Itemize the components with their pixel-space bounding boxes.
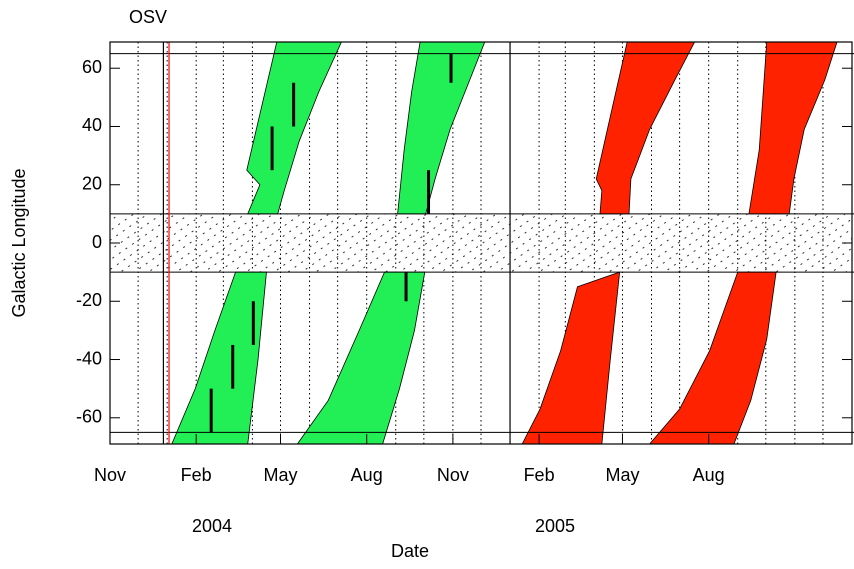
excluded-band-bg (110, 214, 852, 272)
x-tick-label: May (264, 465, 298, 485)
visibility-region (397, 41, 486, 215)
y-tick-label: 60 (82, 57, 102, 77)
visibility-region (748, 41, 838, 215)
year-label: 2005 (535, 516, 575, 536)
y-axis-label: Galactic Longitude (9, 168, 29, 317)
y-tick-label: 40 (82, 115, 102, 135)
x-tick-label: Feb (181, 465, 212, 485)
visibility-region (521, 271, 621, 445)
year-label: 2004 (192, 516, 232, 536)
x-tick-label: Nov (437, 465, 469, 485)
x-tick-label: Aug (351, 465, 383, 485)
y-tick-label: 20 (82, 173, 102, 193)
x-axis-label: Date (391, 541, 429, 561)
chart-title: OSV (129, 7, 167, 27)
visibility-region (648, 271, 777, 445)
x-tick-label: Nov (94, 465, 126, 485)
y-tick-label: 0 (92, 232, 102, 252)
x-tick-label: Aug (693, 465, 725, 485)
visibility-region (171, 271, 267, 445)
x-tick-label: Feb (524, 465, 555, 485)
visibility-region (246, 41, 343, 215)
y-tick-label: -60 (76, 407, 102, 427)
x-tick-label: May (605, 465, 639, 485)
excluded-band (110, 213, 852, 273)
y-tick-label: -20 (76, 290, 102, 310)
y-tick-label: -40 (76, 348, 102, 368)
